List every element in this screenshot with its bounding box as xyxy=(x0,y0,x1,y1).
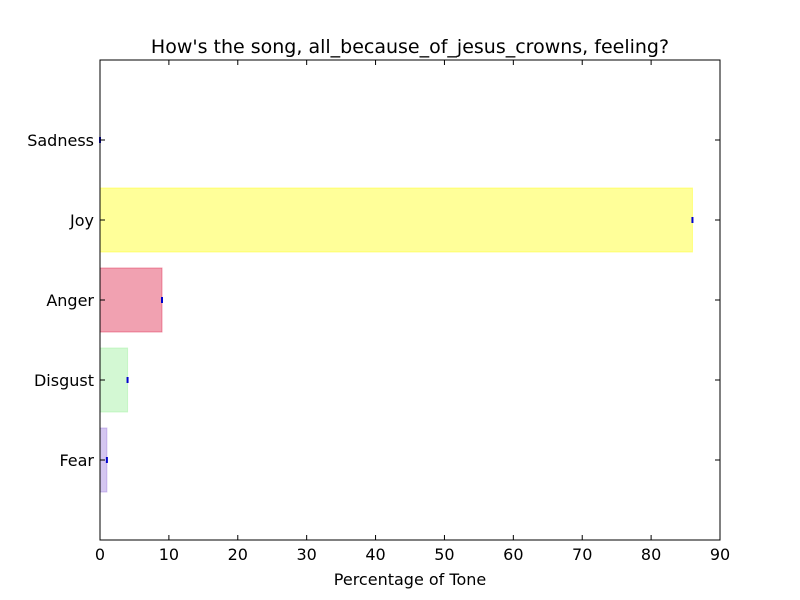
x-tick-label-50: 50 xyxy=(434,545,454,564)
x-tick-label-0: 0 xyxy=(95,545,105,564)
x-tick-label-40: 40 xyxy=(365,545,385,564)
y-tick-label-disgust: Disgust xyxy=(34,371,94,390)
chart-title: How's the song, all_because_of_jesus_cro… xyxy=(151,36,669,58)
x-tick-label-70: 70 xyxy=(572,545,592,564)
x-tick-label-60: 60 xyxy=(503,545,523,564)
x-tick-label-30: 30 xyxy=(296,545,316,564)
x-tick-label-20: 20 xyxy=(228,545,248,564)
y-tick-label-sadness: Sadness xyxy=(27,131,94,150)
y-tick-label-joy: Joy xyxy=(69,211,94,230)
x-tick-label-80: 80 xyxy=(641,545,661,564)
bars-group xyxy=(99,137,694,493)
x-tick-label-10: 10 xyxy=(159,545,179,564)
x-tick-label-90: 90 xyxy=(710,545,730,564)
ticks-group: Fear Disgust Anger Joy Sadness 0 10 20 30 40 50 60 7… xyxy=(27,60,730,564)
y-tick-label-anger: Anger xyxy=(46,291,94,310)
plot-area-frame xyxy=(99,59,721,541)
y-tick-label-fear: Fear xyxy=(59,451,94,470)
bar-anger xyxy=(99,267,163,333)
x-axis-label: Percentage of Tone xyxy=(334,570,486,589)
bar-joy xyxy=(99,187,693,253)
